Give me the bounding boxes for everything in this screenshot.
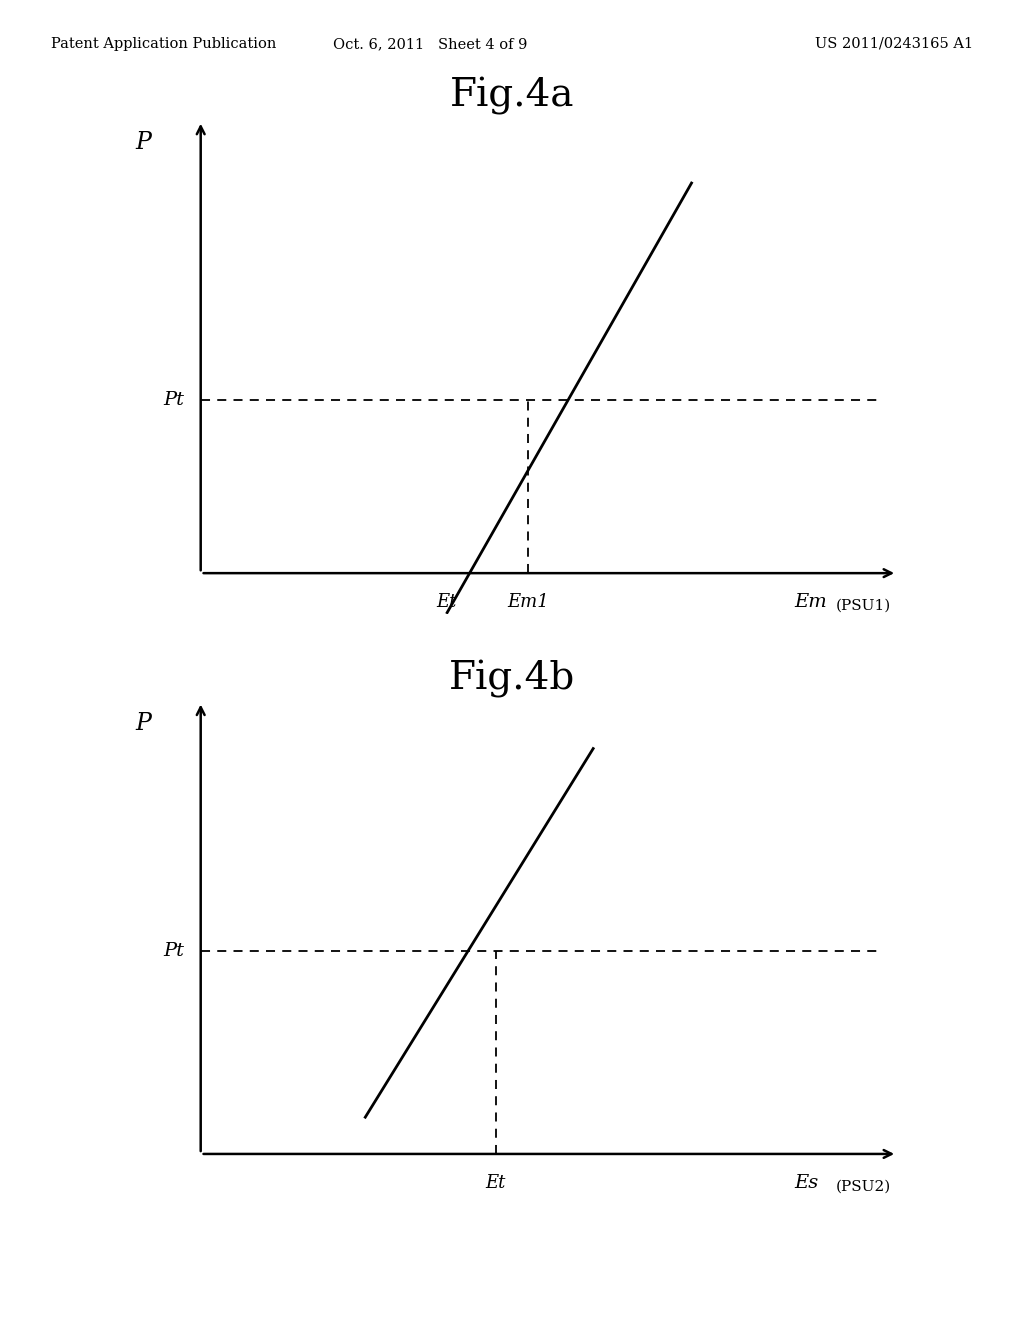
Text: Patent Application Publication: Patent Application Publication [51,37,276,51]
Text: Fig.4a: Fig.4a [450,77,574,115]
Text: Pt: Pt [163,391,184,409]
Text: US 2011/0243165 A1: US 2011/0243165 A1 [815,37,973,51]
Text: P: P [135,131,152,154]
Text: Oct. 6, 2011   Sheet 4 of 9: Oct. 6, 2011 Sheet 4 of 9 [333,37,527,51]
Text: Et: Et [436,594,457,611]
Text: P: P [135,711,152,735]
Text: Pt: Pt [163,941,184,960]
Text: Em1: Em1 [508,594,549,611]
Text: Em: Em [795,594,827,611]
Text: (PSU1): (PSU1) [836,598,891,612]
Text: Et: Et [485,1175,506,1192]
Text: (PSU2): (PSU2) [836,1179,891,1193]
Text: Fig.4b: Fig.4b [449,660,575,698]
Text: Es: Es [795,1175,819,1192]
